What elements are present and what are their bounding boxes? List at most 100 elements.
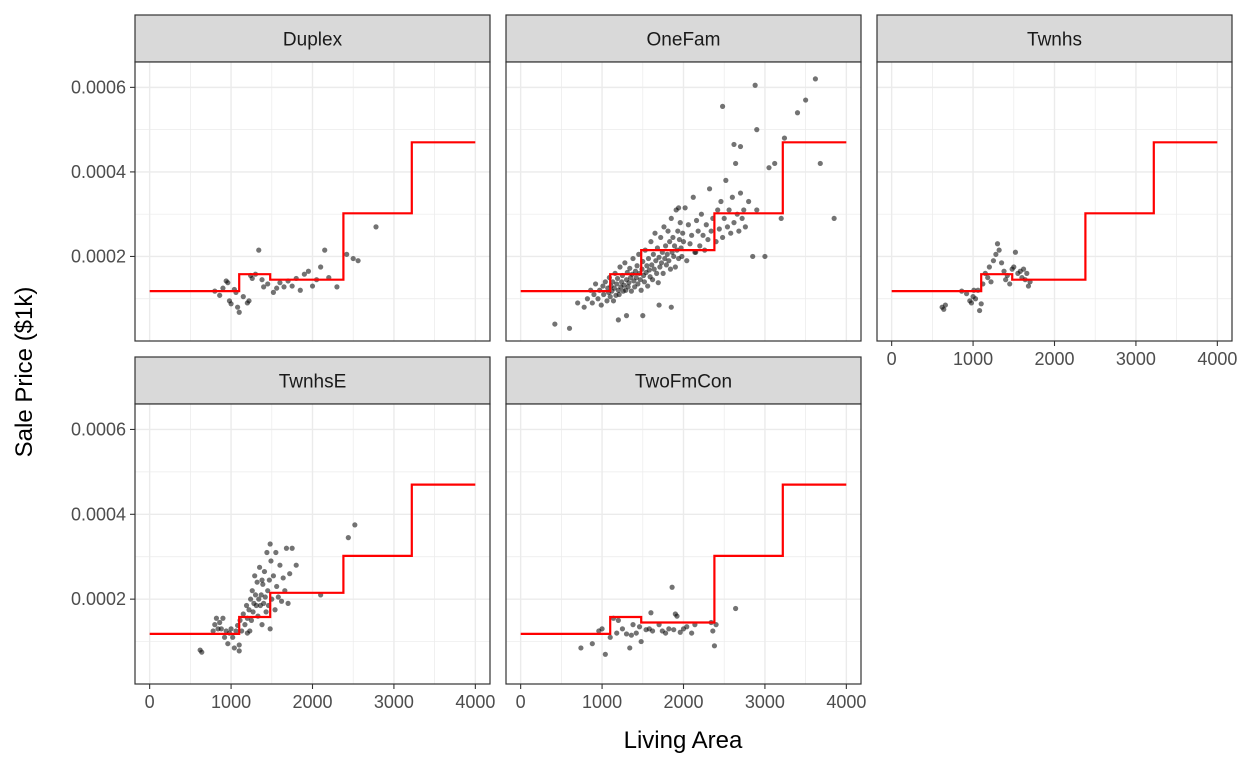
data-point	[210, 628, 216, 634]
data-point	[584, 296, 591, 302]
data-point	[706, 186, 713, 192]
data-point	[250, 609, 256, 615]
data-point	[737, 143, 744, 150]
data-point	[285, 600, 291, 606]
data-point	[615, 317, 621, 323]
facet-strip	[876, 14, 1233, 63]
data-point	[705, 236, 711, 243]
data-point	[677, 629, 683, 635]
data-point	[652, 230, 658, 236]
data-point	[993, 251, 999, 257]
data-point	[1025, 283, 1032, 289]
data-point	[261, 568, 268, 575]
data-point	[274, 285, 280, 291]
data-point	[665, 228, 671, 234]
y-tick-label: 0.0004	[71, 504, 126, 524]
facet-label: TwnhsE	[279, 372, 347, 393]
data-point	[305, 268, 312, 274]
data-point	[601, 291, 607, 298]
data-point	[671, 627, 677, 633]
data-point	[344, 251, 350, 257]
x-tick-label: 0	[145, 692, 155, 712]
data-point	[604, 298, 610, 304]
data-point	[607, 634, 613, 640]
data-point	[641, 279, 648, 285]
data-point	[986, 264, 992, 270]
facet-label: Twnhs	[1027, 30, 1082, 51]
data-point	[218, 626, 224, 632]
data-point	[660, 270, 666, 276]
data-point	[274, 583, 280, 590]
data-point	[726, 207, 732, 213]
data-point	[645, 283, 651, 289]
data-point	[266, 577, 272, 583]
data-point	[199, 649, 205, 655]
data-point	[253, 602, 259, 609]
data-point	[355, 258, 361, 264]
data-point	[589, 300, 595, 306]
data-point	[275, 594, 281, 600]
data-point	[724, 224, 731, 230]
panel-border	[505, 61, 862, 342]
data-point	[671, 243, 678, 249]
facet-label: OneFam	[647, 30, 721, 51]
data-point	[236, 648, 242, 654]
data-point	[270, 289, 277, 295]
data-point	[672, 264, 678, 270]
data-point	[611, 285, 617, 291]
data-point	[636, 624, 643, 630]
data-point	[270, 573, 277, 579]
data-point	[667, 266, 674, 272]
data-point	[619, 626, 626, 632]
data-point	[668, 215, 674, 222]
data-point	[664, 251, 670, 257]
data-point	[636, 251, 642, 257]
data-point	[318, 264, 324, 270]
data-point	[575, 300, 581, 306]
data-point	[293, 562, 299, 568]
data-point	[742, 224, 748, 230]
data-point	[607, 294, 613, 300]
data-point	[754, 127, 760, 133]
data-point	[676, 205, 682, 211]
x-tick-label: 1000	[953, 349, 993, 369]
x-tick-label: 4000	[455, 692, 495, 712]
data-point	[657, 264, 663, 270]
data-point	[225, 280, 231, 286]
data-point	[676, 236, 683, 243]
data-point	[273, 549, 279, 556]
data-point	[236, 309, 242, 315]
data-point	[690, 194, 696, 200]
data-point	[600, 283, 606, 289]
data-point	[264, 549, 270, 556]
data-point	[262, 594, 268, 600]
data-point	[661, 224, 667, 230]
data-point	[698, 211, 705, 217]
data-point	[259, 277, 265, 283]
data-point	[614, 281, 620, 287]
data-point	[996, 247, 1002, 253]
data-point	[272, 607, 278, 613]
data-point	[662, 630, 669, 636]
facet-label: Duplex	[283, 30, 343, 51]
data-point	[630, 622, 636, 628]
data-point	[633, 274, 639, 281]
data-point	[715, 207, 721, 213]
data-point	[236, 642, 242, 648]
panel-twnhs: Twnhs 0 1000 2000 3000 4000	[876, 14, 1237, 369]
data-point	[1020, 266, 1027, 272]
data-point	[280, 575, 286, 581]
data-point	[373, 224, 379, 230]
data-point	[741, 207, 747, 213]
y-tick-label: 0.0002	[71, 246, 126, 266]
data-point	[650, 251, 656, 257]
facet-strip	[505, 356, 862, 405]
step-line	[520, 483, 847, 636]
x-tick-label: 3000	[745, 692, 785, 712]
data-point	[242, 622, 248, 628]
data-point	[263, 609, 269, 615]
data-point	[990, 258, 997, 264]
data-point	[682, 205, 688, 211]
data-point	[248, 596, 254, 602]
